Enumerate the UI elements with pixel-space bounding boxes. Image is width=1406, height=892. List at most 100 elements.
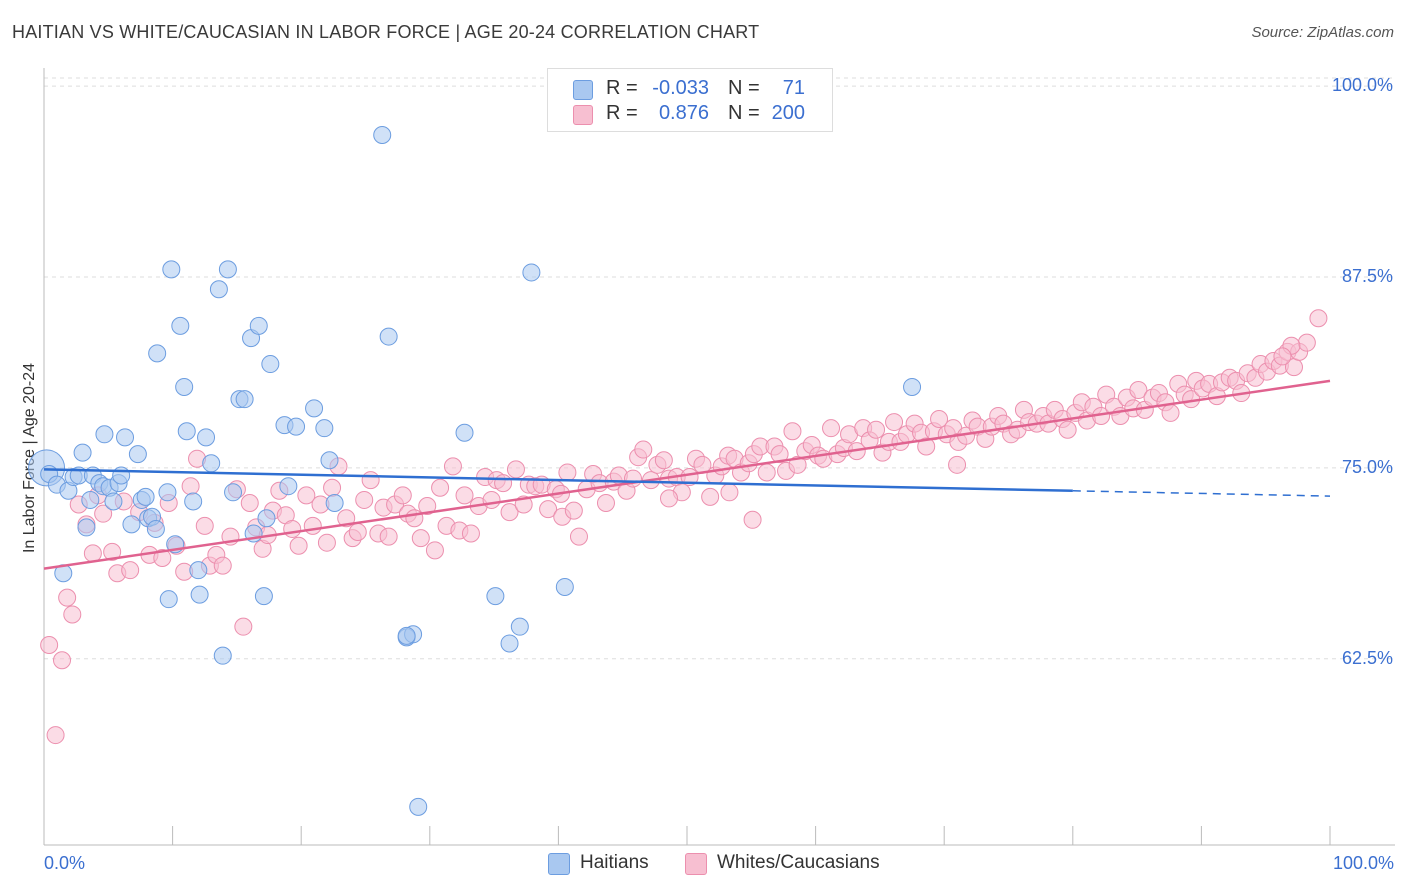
haitians-point — [77, 518, 96, 537]
whites-point — [455, 486, 474, 505]
whites-point — [564, 501, 583, 520]
haitians-point — [249, 316, 268, 335]
whites-point — [867, 420, 886, 439]
r-label: R = — [606, 77, 638, 99]
haitians-point — [148, 344, 167, 363]
whites-point — [418, 497, 437, 516]
y-tick-label: 62.5% — [1341, 647, 1393, 668]
whites-point — [917, 437, 936, 456]
whites-point — [558, 463, 577, 482]
haitians-point — [455, 423, 474, 442]
whites-point — [355, 490, 374, 509]
whites-point — [393, 486, 412, 505]
whites-legend-swatch — [685, 853, 707, 875]
whites-point — [930, 410, 949, 429]
whites-point — [569, 527, 588, 546]
r-label: R = — [606, 102, 638, 124]
whites-point — [283, 519, 302, 538]
haitians-point — [522, 263, 541, 282]
whites-point — [53, 651, 72, 670]
x-tick-label-max: 100.0% — [1332, 853, 1394, 873]
whites-point — [425, 541, 444, 560]
whites-point — [361, 471, 380, 490]
stats-row-haitians: R = -0.033 N = 71 — [548, 77, 832, 103]
haitians-point — [159, 590, 178, 609]
haitians-point — [373, 126, 392, 145]
legend-label: Whites/Caucasians — [717, 852, 880, 873]
haitians-point — [116, 428, 135, 447]
whites-point — [317, 533, 336, 552]
whites-point — [500, 503, 519, 522]
haitians-point — [235, 390, 254, 409]
haitians-point — [128, 445, 147, 464]
whites-point — [40, 635, 59, 654]
haitians-point — [287, 417, 306, 436]
n-value: 200 — [771, 102, 805, 124]
haitians-point — [486, 587, 505, 606]
whites-point — [411, 529, 430, 548]
whites-point — [783, 422, 802, 441]
x-tick-label-min: 0.0% — [44, 853, 86, 873]
whites-point — [1058, 420, 1077, 439]
n-value: 71 — [782, 77, 805, 99]
whites-point — [659, 489, 678, 508]
whites-point — [1161, 403, 1180, 422]
whites-point — [195, 516, 214, 535]
whites-point — [297, 486, 316, 505]
haitians-point — [209, 280, 228, 299]
r-value: 0.876 — [658, 102, 709, 124]
whites-point — [63, 605, 82, 624]
haitians-point — [104, 492, 123, 511]
haitians-point — [162, 260, 181, 279]
whites-point — [181, 477, 200, 496]
whites-point — [303, 516, 322, 535]
haitians-point — [320, 451, 339, 470]
whites-point — [948, 455, 967, 474]
whites-point — [822, 419, 841, 438]
whites-point — [443, 457, 462, 476]
whites-point — [596, 493, 615, 512]
whites-point — [1309, 309, 1328, 328]
whites-point — [1129, 381, 1148, 400]
whites-point — [494, 474, 513, 493]
haitians-point — [190, 585, 209, 604]
whites-point — [348, 523, 367, 542]
haitians-point — [202, 454, 221, 473]
haitians-point — [325, 493, 344, 512]
whites-point — [337, 509, 356, 528]
haitians-point — [189, 561, 208, 580]
haitians-point — [397, 626, 416, 645]
whites-point — [654, 451, 673, 470]
haitians-point — [254, 587, 273, 606]
haitians-point — [95, 425, 114, 444]
whites-point — [213, 556, 232, 575]
whites-point — [58, 588, 77, 607]
haitians-legend-swatch — [548, 853, 570, 875]
whites-point — [461, 524, 480, 543]
haitians-point — [257, 509, 276, 528]
chart-title: HAITIAN VS WHITE/CAUCASIAN IN LABOR FORC… — [12, 22, 760, 42]
stats-row-whites: R = 0.876 N = 200 — [548, 102, 832, 128]
haitians-point — [81, 490, 100, 509]
whites-point — [234, 617, 253, 636]
haitians-point — [213, 646, 232, 665]
haitians-point — [184, 492, 203, 511]
haitians-point — [175, 377, 194, 396]
whites-point — [757, 463, 776, 482]
haitians-trend-line — [43, 468, 1073, 493]
haitians-point — [903, 377, 922, 396]
haitians-point — [171, 316, 190, 335]
haitians-point — [122, 515, 141, 534]
haitians-swatch — [573, 80, 593, 100]
haitians-point — [315, 419, 334, 438]
whites-point — [323, 478, 342, 497]
whites-point — [121, 561, 140, 580]
whites-point — [1273, 347, 1292, 366]
stats-box: R = -0.033 N = 71 R = 0.876 N = 200 — [547, 68, 833, 132]
whites-point — [431, 478, 450, 497]
haitians-point — [379, 327, 398, 346]
haitians-point — [555, 577, 574, 596]
whites-point — [743, 510, 762, 529]
whites-point — [788, 455, 807, 474]
